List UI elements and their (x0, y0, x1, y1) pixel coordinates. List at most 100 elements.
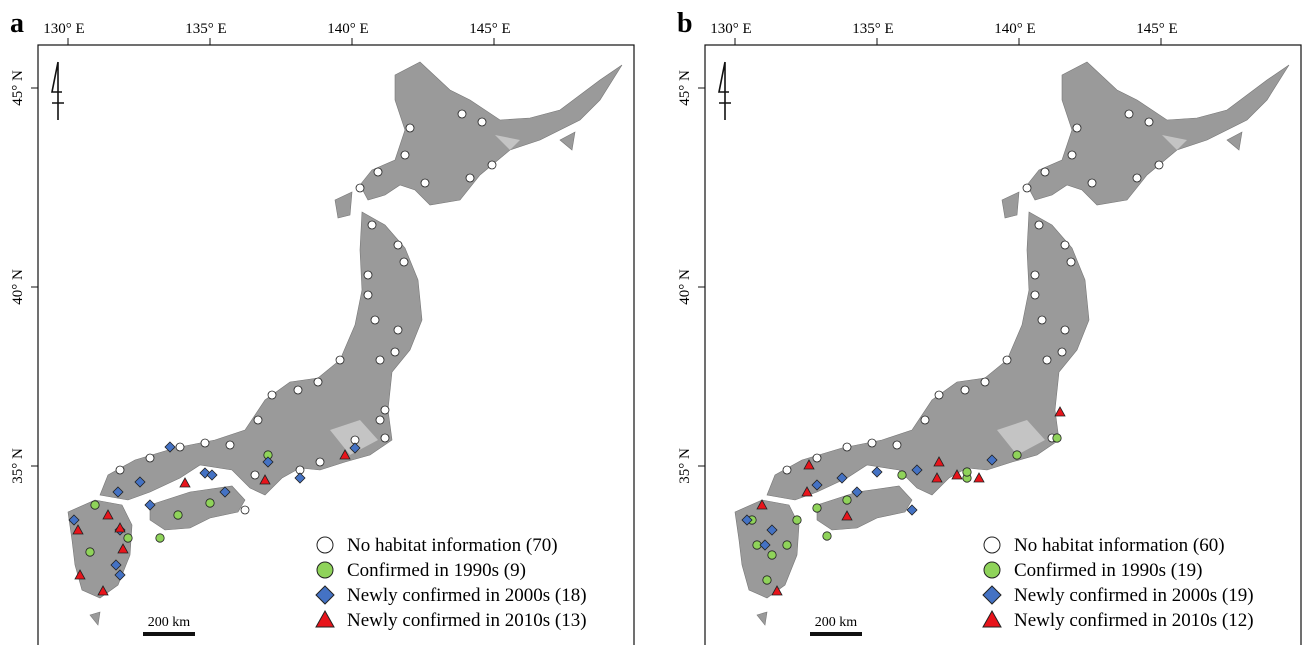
x-tick-label: 130° E (43, 21, 84, 37)
site-marker (466, 174, 474, 182)
site-marker (1003, 356, 1011, 364)
legend-symbol (317, 562, 333, 578)
site-marker (961, 386, 969, 394)
site-marker (1041, 168, 1049, 176)
site-marker (86, 548, 94, 556)
site-marker (793, 516, 801, 524)
site-marker (458, 110, 466, 118)
site-marker (368, 221, 376, 229)
legend-label: Newly confirmed in 2000s (18) (347, 585, 587, 606)
site-marker (251, 471, 259, 479)
site-marker (823, 532, 831, 540)
legend-label: Newly confirmed in 2010s (13) (347, 610, 587, 631)
legend-label: No habitat information (60) (1014, 535, 1225, 556)
site-marker (921, 416, 929, 424)
site-marker (1061, 326, 1069, 334)
legend-symbol (984, 562, 1000, 578)
site-marker (394, 326, 402, 334)
site-marker (843, 443, 851, 451)
site-marker (316, 458, 324, 466)
legend-label: Confirmed in 1990s (9) (347, 560, 526, 581)
y-tick-label: 35° N (677, 448, 693, 484)
site-marker (364, 291, 372, 299)
site-marker (1068, 151, 1076, 159)
site-marker (478, 118, 486, 126)
legend-label: Confirmed in 1990s (19) (1014, 560, 1202, 581)
site-marker (201, 439, 209, 447)
site-marker (206, 499, 214, 507)
site-marker (376, 356, 384, 364)
x-tick-label: 145° E (469, 21, 510, 37)
site-marker (406, 124, 414, 132)
scale-bar-label: 200 km (815, 615, 858, 630)
site-marker (1038, 316, 1046, 324)
site-marker (226, 441, 234, 449)
site-marker (963, 468, 971, 476)
y-tick-label: 45° N (10, 70, 26, 106)
site-marker (783, 466, 791, 474)
panel-label: b (677, 8, 693, 39)
site-marker (381, 406, 389, 414)
site-marker (336, 356, 344, 364)
site-marker (768, 551, 776, 559)
site-marker (1073, 124, 1081, 132)
y-tick-label: 35° N (10, 448, 26, 484)
x-tick-label: 145° E (1136, 21, 1177, 37)
site-marker (935, 391, 943, 399)
site-marker (813, 454, 821, 462)
x-tick-label: 135° E (852, 21, 893, 37)
site-marker (91, 501, 99, 509)
y-tick-label: 40° N (677, 269, 693, 305)
site-marker (1031, 271, 1039, 279)
site-marker (381, 434, 389, 442)
site-marker (1088, 179, 1096, 187)
legend-label: Newly confirmed in 2000s (19) (1014, 585, 1254, 606)
site-marker (868, 439, 876, 447)
site-marker (241, 506, 249, 514)
site-marker (981, 378, 989, 386)
site-marker (1061, 241, 1069, 249)
site-marker (1067, 258, 1075, 266)
site-marker (783, 541, 791, 549)
site-marker (176, 443, 184, 451)
site-marker (400, 258, 408, 266)
site-marker (314, 378, 322, 386)
legend-label: No habitat information (70) (347, 535, 558, 556)
site-marker (1155, 161, 1163, 169)
scale-bar-label: 200 km (148, 615, 191, 630)
site-marker (376, 416, 384, 424)
site-marker (254, 416, 262, 424)
site-marker (356, 184, 364, 192)
site-marker (1013, 451, 1021, 459)
x-tick-label: 140° E (994, 21, 1035, 37)
site-marker (364, 271, 372, 279)
figure: a130° E135° E140° E145° E45° N40° N35° N… (0, 0, 1309, 645)
site-marker (401, 151, 409, 159)
site-marker (1133, 174, 1141, 182)
site-marker (391, 348, 399, 356)
site-marker (116, 466, 124, 474)
site-marker (1053, 434, 1061, 442)
site-marker (488, 161, 496, 169)
x-tick-label: 135° E (185, 21, 226, 37)
x-tick-label: 140° E (327, 21, 368, 37)
site-marker (421, 179, 429, 187)
site-marker (394, 241, 402, 249)
site-marker (1031, 291, 1039, 299)
site-marker (124, 534, 132, 542)
site-marker (268, 391, 276, 399)
y-tick-label: 40° N (10, 269, 26, 305)
site-marker (1145, 118, 1153, 126)
site-marker (813, 504, 821, 512)
site-marker (1058, 348, 1066, 356)
legend-label: Newly confirmed in 2010s (12) (1014, 610, 1254, 631)
site-marker (1125, 110, 1133, 118)
site-marker (843, 496, 851, 504)
site-marker (371, 316, 379, 324)
site-marker (146, 454, 154, 462)
site-marker (763, 576, 771, 584)
site-marker (893, 441, 901, 449)
page: a130° E135° E140° E145° E45° N40° N35° N… (0, 0, 1309, 645)
